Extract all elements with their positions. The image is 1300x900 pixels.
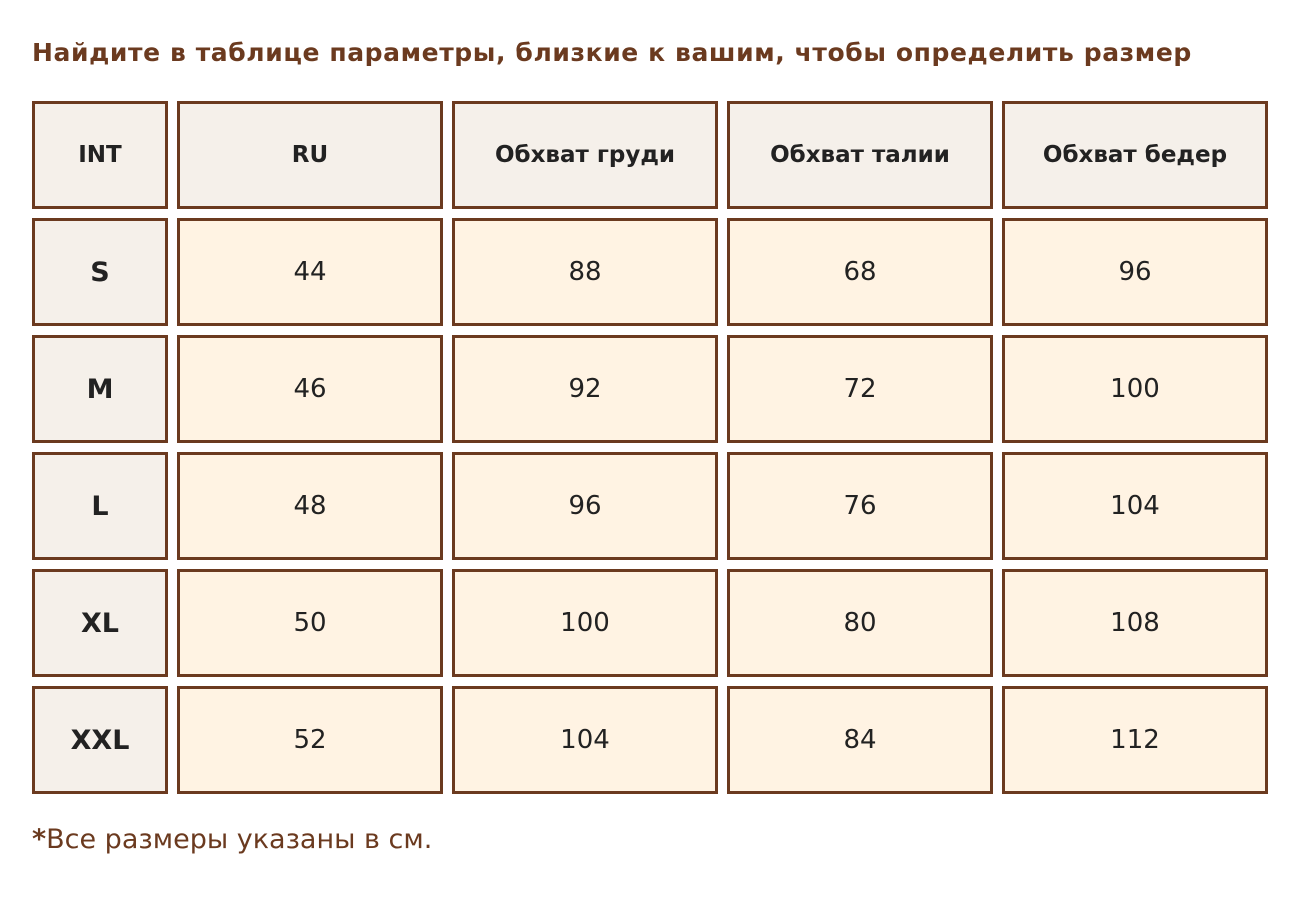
column-header: Обхват груди	[452, 101, 718, 209]
table-cell: 108	[1002, 569, 1268, 677]
column-header: Обхват бедер	[1002, 101, 1268, 209]
size-label-cell: S	[32, 218, 168, 326]
size-label-cell: XXL	[32, 686, 168, 794]
table-cell: 96	[452, 452, 718, 560]
table-cell: 50	[177, 569, 443, 677]
table-cell: 100	[452, 569, 718, 677]
table-cell: 104	[1002, 452, 1268, 560]
column-header: RU	[177, 101, 443, 209]
size-label-cell: M	[32, 335, 168, 443]
table-cell: 104	[452, 686, 718, 794]
page-title: Найдите в таблице параметры, близкие к в…	[32, 38, 1192, 67]
table-cell: 112	[1002, 686, 1268, 794]
table-cell: 68	[727, 218, 993, 326]
footnote-text: Все размеры указаны в см.	[46, 824, 433, 855]
footnote: *Все размеры указаны в см.	[32, 824, 432, 855]
table-cell: 44	[177, 218, 443, 326]
size-label-cell: XL	[32, 569, 168, 677]
table-cell: 96	[1002, 218, 1268, 326]
footnote-asterisk: *	[32, 824, 47, 855]
table-cell: 100	[1002, 335, 1268, 443]
size-label-cell: L	[32, 452, 168, 560]
table-cell: 76	[727, 452, 993, 560]
column-header: INT	[32, 101, 168, 209]
column-header: Обхват талии	[727, 101, 993, 209]
table-cell: 46	[177, 335, 443, 443]
size-table: INT RU Обхват груди Обхват талии Обхват беде…	[32, 101, 1268, 794]
table-cell: 88	[452, 218, 718, 326]
table-cell: 92	[452, 335, 718, 443]
table-cell: 48	[177, 452, 443, 560]
table-cell: 52	[177, 686, 443, 794]
table-cell: 72	[727, 335, 993, 443]
table-cell: 84	[727, 686, 993, 794]
table-cell: 80	[727, 569, 993, 677]
